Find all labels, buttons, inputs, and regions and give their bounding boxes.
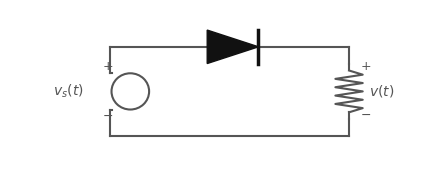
Text: $v_s(t)$: $v_s(t)$ (53, 83, 84, 100)
Text: +: + (103, 60, 113, 73)
Polygon shape (207, 30, 258, 64)
Text: +: + (361, 60, 371, 73)
Text: $v(t)$: $v(t)$ (369, 83, 394, 99)
Text: −: − (361, 109, 371, 122)
Text: −: − (103, 110, 113, 123)
